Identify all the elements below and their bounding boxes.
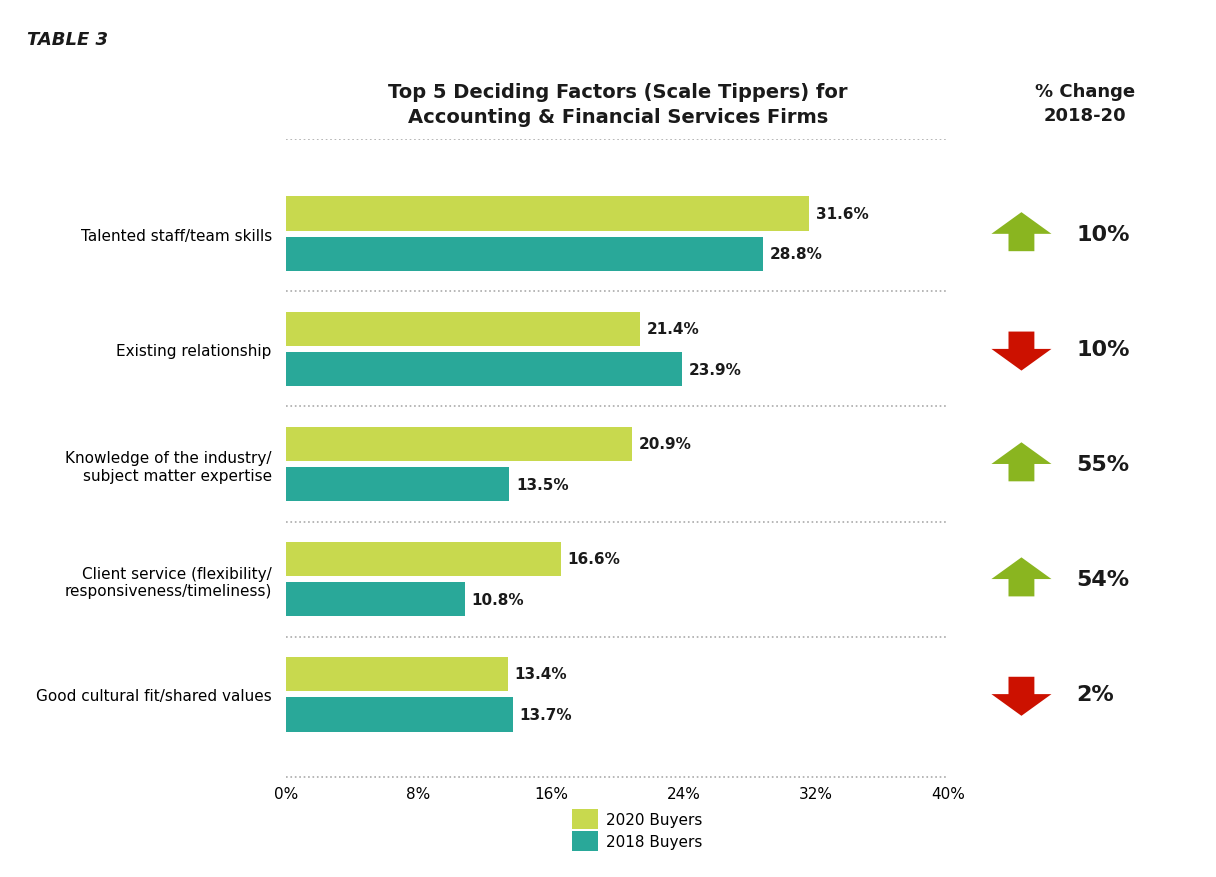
Text: TABLE 3: TABLE 3	[27, 31, 108, 49]
Text: 13.7%: 13.7%	[519, 707, 572, 722]
Text: 13.4%: 13.4%	[514, 667, 567, 681]
Text: Top 5 Deciding Factors (Scale Tippers) for
Accounting & Financial Services Firms: Top 5 Deciding Factors (Scale Tippers) f…	[388, 83, 848, 127]
Bar	[286, 353, 682, 387]
Text: 2020 Buyers: 2020 Buyers	[606, 812, 702, 828]
Bar	[286, 697, 513, 731]
Text: 10.8%: 10.8%	[472, 592, 524, 607]
Text: 2%: 2%	[1076, 684, 1114, 704]
Bar	[286, 312, 641, 346]
Text: 13.5%: 13.5%	[516, 477, 569, 492]
Text: 2018 Buyers: 2018 Buyers	[606, 834, 702, 850]
Bar	[286, 238, 762, 272]
Text: 54%: 54%	[1076, 569, 1130, 589]
Text: 20.9%: 20.9%	[638, 437, 692, 452]
Bar	[286, 427, 632, 461]
Bar	[286, 542, 561, 576]
Text: 31.6%: 31.6%	[816, 207, 868, 222]
Bar	[286, 467, 510, 502]
Bar	[286, 657, 508, 691]
Text: 28.8%: 28.8%	[770, 247, 822, 262]
Text: 23.9%: 23.9%	[688, 362, 742, 377]
Text: 21.4%: 21.4%	[647, 322, 699, 337]
Text: 10%: 10%	[1076, 225, 1130, 245]
Text: % Change
2018-20: % Change 2018-20	[1035, 83, 1136, 125]
Text: 10%: 10%	[1076, 339, 1130, 360]
Text: 16.6%: 16.6%	[568, 552, 620, 567]
Text: 55%: 55%	[1076, 454, 1130, 474]
Bar	[286, 197, 810, 232]
Bar	[286, 582, 465, 617]
